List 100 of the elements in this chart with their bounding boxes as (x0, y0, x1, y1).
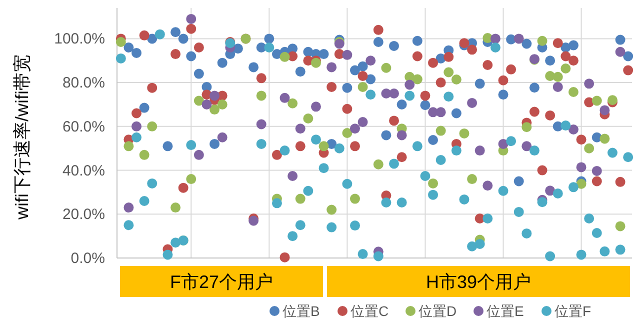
point (373, 36, 384, 47)
point (350, 220, 360, 231)
point (264, 34, 274, 44)
point (280, 146, 290, 156)
point (342, 104, 352, 114)
point (592, 96, 602, 106)
point (139, 150, 150, 160)
point (373, 24, 384, 35)
point (506, 64, 516, 74)
point (334, 143, 344, 154)
point (545, 251, 556, 262)
point (584, 78, 594, 89)
point (615, 244, 626, 255)
point (396, 130, 407, 140)
point (537, 197, 548, 208)
point (124, 202, 134, 213)
point (350, 65, 360, 76)
point (428, 190, 438, 200)
point (310, 134, 321, 145)
point (522, 141, 532, 152)
point (139, 30, 150, 40)
point (537, 165, 548, 176)
point (194, 68, 204, 79)
point (366, 56, 376, 66)
point (623, 65, 634, 76)
point (326, 62, 337, 72)
point (389, 40, 400, 51)
legend-label: 位置E (486, 303, 524, 319)
point (170, 27, 181, 38)
point (132, 48, 142, 58)
point (373, 159, 384, 170)
legend-label: 位置F (554, 303, 592, 319)
point (444, 52, 454, 62)
point (623, 51, 634, 62)
point (170, 238, 181, 248)
point (396, 99, 407, 110)
point (615, 46, 626, 57)
point (256, 119, 266, 130)
point (568, 56, 578, 66)
point (381, 130, 392, 140)
point (326, 222, 337, 232)
point (560, 64, 571, 74)
point (615, 221, 626, 232)
point (576, 162, 586, 172)
point (342, 82, 352, 93)
point (451, 74, 462, 84)
point (358, 61, 368, 72)
point (552, 188, 563, 199)
point (600, 134, 610, 144)
point (358, 249, 368, 260)
point (358, 70, 368, 81)
point (170, 202, 181, 213)
point (436, 78, 446, 88)
point (318, 49, 329, 60)
point (474, 78, 485, 89)
point (358, 82, 368, 92)
point (444, 67, 454, 78)
point (568, 86, 578, 97)
point (389, 158, 400, 169)
point (412, 51, 422, 62)
point (256, 90, 266, 101)
point (210, 104, 220, 115)
point (280, 252, 290, 262)
point (186, 14, 196, 24)
point (396, 152, 407, 162)
point (514, 176, 524, 186)
point (186, 24, 196, 34)
point (194, 96, 204, 106)
point (474, 146, 485, 156)
point (529, 82, 540, 93)
point (178, 34, 188, 44)
point (342, 128, 352, 138)
point (264, 42, 274, 52)
point (428, 135, 438, 146)
point (288, 231, 298, 242)
text: H市39个用户 (426, 272, 532, 292)
point (217, 58, 228, 68)
point (560, 120, 571, 131)
point (592, 176, 602, 186)
point (154, 29, 165, 40)
point (607, 148, 618, 158)
point (467, 98, 478, 108)
point (350, 141, 360, 152)
point (467, 174, 478, 184)
point (303, 114, 314, 124)
point (350, 194, 360, 204)
point (615, 176, 626, 187)
point (412, 141, 422, 152)
text: F市27个用户 (170, 272, 274, 292)
y-tick-label: 100.0% (54, 30, 105, 48)
y-tick-label: 80.0% (62, 74, 105, 92)
point (467, 44, 478, 55)
point (576, 134, 586, 145)
point (428, 58, 438, 68)
y-tick-label: 20.0% (62, 206, 105, 224)
point (358, 117, 368, 128)
point (389, 88, 400, 99)
point (366, 74, 376, 84)
point (389, 116, 400, 126)
point (116, 36, 126, 47)
